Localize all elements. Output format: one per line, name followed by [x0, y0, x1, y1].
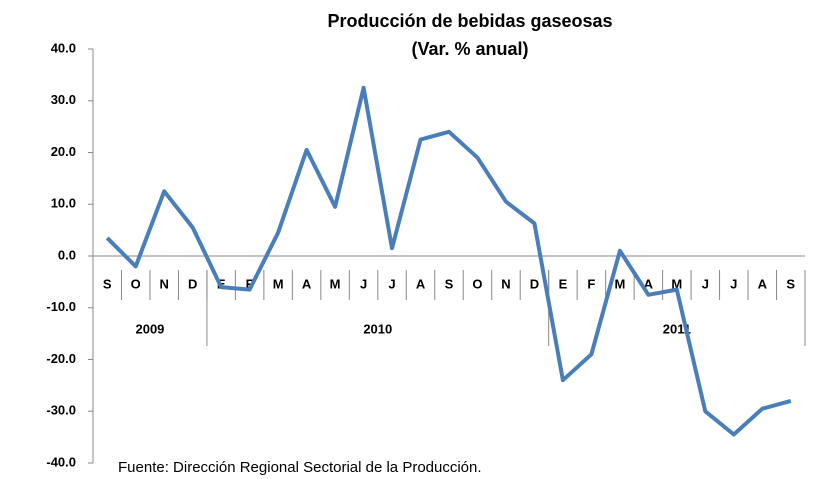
y-tick-label: 30.0	[51, 92, 76, 107]
x-tick-label: E	[559, 276, 568, 291]
x-tick-label: M	[614, 276, 625, 291]
y-tick-label: 0.0	[58, 247, 76, 262]
x-tick-label: N	[501, 276, 510, 291]
x-tick-label: D	[188, 276, 197, 291]
x-tick-label: S	[103, 276, 112, 291]
y-tick-label: -30.0	[46, 403, 76, 418]
y-tick-label: -10.0	[46, 299, 76, 314]
x-tick-label: O	[472, 276, 482, 291]
x-tick-label: J	[702, 276, 709, 291]
x-tick-label: A	[758, 276, 768, 291]
chart-subtitle: (Var. % anual)	[411, 39, 528, 59]
x-tick-label: A	[644, 276, 654, 291]
x-tick-label: S	[786, 276, 795, 291]
x-tick-label: A	[302, 276, 312, 291]
x-tick-label: S	[445, 276, 454, 291]
x-tick-label: M	[273, 276, 284, 291]
x-tick-label: F	[587, 276, 595, 291]
year-label: 2009	[135, 321, 164, 336]
y-tick-label: 40.0	[51, 40, 76, 55]
y-tick-label: -40.0	[46, 454, 76, 469]
x-tick-label: A	[416, 276, 426, 291]
data-line	[105, 85, 792, 437]
year-label: 2010	[363, 321, 392, 336]
x-tick-label: D	[530, 276, 539, 291]
x-tick-label: M	[330, 276, 341, 291]
x-tick-label: M	[671, 276, 682, 291]
x-tick-label: J	[360, 276, 367, 291]
y-tick-label: 10.0	[51, 196, 76, 211]
y-tick-label: -20.0	[46, 351, 76, 366]
chart-title: Producción de bebidas gaseosas	[327, 11, 612, 31]
source-note: Fuente: Dirección Regional Sectorial de …	[118, 459, 482, 476]
x-tick-label: F	[246, 276, 254, 291]
x-tick-label: J	[388, 276, 395, 291]
x-tick-label: J	[730, 276, 737, 291]
y-tick-label: 20.0	[51, 144, 76, 159]
x-tick-label: O	[131, 276, 141, 291]
x-tick-label: N	[160, 276, 169, 291]
